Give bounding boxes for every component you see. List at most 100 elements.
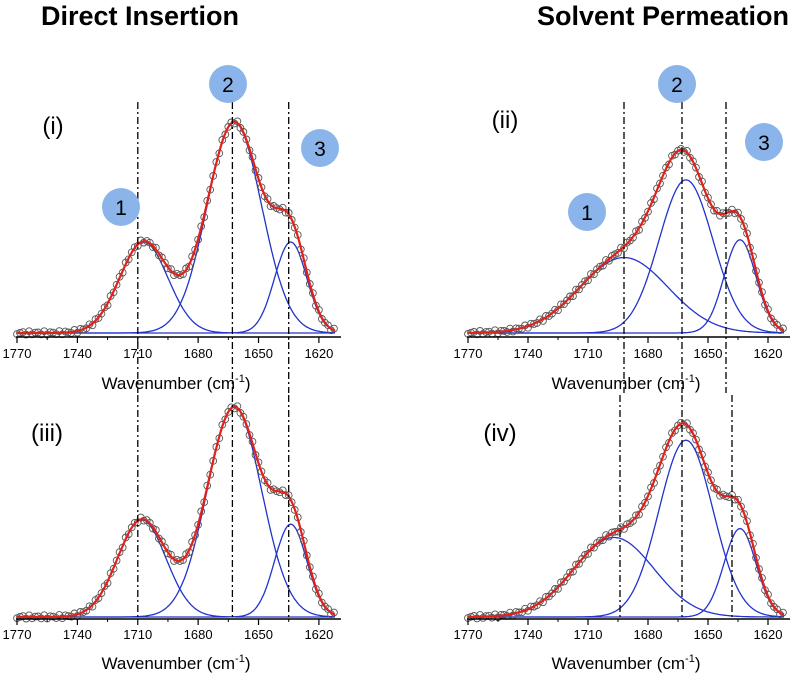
x-tick-label: 1770 — [454, 627, 483, 642]
component-badge-label: 2 — [671, 74, 683, 97]
component-curve-3 — [468, 239, 785, 334]
panel-4: 1770 1740 1710 1680 1650 1620 Wavenumber (cm-1… — [454, 395, 790, 673]
data-point — [167, 550, 175, 559]
x-tick-label: 1710 — [123, 627, 152, 642]
x-tick-label: 1740 — [63, 346, 92, 361]
component-curve-2 — [17, 406, 336, 618]
panel-1: 1770 1740 1710 1680 1650 1620 Wavenumber (cm-1… — [3, 65, 341, 393]
x-tick-label: 1650 — [694, 346, 723, 361]
x-tick-label: 1680 — [634, 346, 663, 361]
component-curve-3 — [17, 523, 336, 618]
panel-label: (iii) — [31, 420, 63, 447]
data-point — [731, 495, 739, 504]
data-point — [158, 537, 166, 546]
panel-label: (i) — [42, 113, 63, 140]
data-point — [689, 429, 697, 437]
data-point — [587, 270, 595, 278]
data-point — [689, 157, 697, 166]
x-tick-label: 1650 — [244, 627, 273, 642]
data-point — [130, 518, 139, 527]
right-column-title: Solvent Permeation — [537, 1, 789, 31]
component-badge-2 — [658, 65, 696, 103]
panel-label: (ii) — [492, 107, 519, 134]
data-point — [566, 568, 574, 577]
component-badge-3 — [301, 129, 339, 167]
data-point — [257, 467, 266, 476]
x-tick-label: 1680 — [184, 346, 213, 361]
component-badge-label: 1 — [115, 197, 127, 220]
data-point — [692, 163, 700, 172]
data-point — [554, 585, 562, 593]
component-badge-label: 3 — [314, 138, 326, 161]
data-point — [584, 276, 592, 285]
panel-label: (iv) — [483, 420, 516, 447]
data-point — [97, 309, 106, 318]
x-tick-label: 1680 — [634, 627, 663, 642]
component-curve-1 — [467, 256, 784, 334]
component-curve-2 — [468, 179, 784, 334]
x-axis-label: Wavenumber (cm-1) — [102, 653, 251, 673]
data-point — [584, 550, 592, 558]
data-point — [551, 305, 559, 314]
data-point — [659, 171, 667, 180]
x-tick-label: 1770 — [3, 346, 32, 361]
x-axis-label: Wavenumber (cm-1) — [552, 653, 701, 673]
x-tick-label: 1620 — [304, 627, 333, 642]
data-point — [566, 292, 574, 301]
x-tick-label: 1740 — [63, 627, 92, 642]
data-point — [611, 527, 619, 536]
data-point — [641, 214, 649, 222]
component-curve-2 — [468, 439, 785, 618]
data-point — [557, 578, 565, 587]
x-axis-label: Wavenumber (cm-1) — [102, 373, 251, 393]
data-point — [707, 476, 715, 485]
data-point — [581, 277, 589, 286]
x-tick-label: 1710 — [574, 627, 603, 642]
x-tick-label: 1620 — [304, 346, 333, 361]
fit-curve — [468, 422, 785, 619]
x-tick-label: 1710 — [574, 346, 603, 361]
x-tick-label: 1650 — [244, 346, 273, 361]
panel-2: 1770 1740 1710 1680 1650 1620 Wavenumber (cm-1… — [454, 65, 790, 393]
data-point — [632, 511, 640, 520]
x-tick-label: 1740 — [514, 346, 543, 361]
data-point — [734, 495, 742, 504]
x-axis-label: Wavenumber (cm-1) — [552, 373, 701, 393]
x-tick-label: 1620 — [754, 627, 783, 642]
fit-curve — [467, 148, 785, 334]
data-point — [629, 233, 637, 242]
left-column-title: Direct Insertion — [41, 1, 239, 31]
panel-3: 1770 1740 1710 1680 1650 1620 Wavenumber (cm-1… — [3, 395, 341, 673]
data-point — [569, 292, 577, 300]
data-point — [572, 285, 580, 294]
data-point — [112, 280, 121, 289]
x-tick-label: 1650 — [694, 627, 723, 642]
data-point — [596, 536, 604, 545]
data-point — [164, 264, 172, 273]
experimental-series — [464, 418, 787, 623]
x-tick-label: 1770 — [3, 627, 32, 642]
data-point — [659, 452, 667, 461]
data-point — [161, 543, 169, 552]
data-point — [551, 585, 559, 593]
component-curve-3 — [17, 241, 336, 334]
component-badge-label: 3 — [758, 132, 770, 155]
data-point — [167, 265, 175, 273]
component-badge-3 — [745, 123, 783, 161]
spectra-panels: 1770 1740 1710 1680 1650 1620 Wavenumber (cm-1… — [3, 65, 790, 673]
data-point — [287, 216, 296, 224]
fit-curve — [17, 120, 336, 335]
component-badge-1 — [102, 188, 140, 226]
data-point — [239, 412, 248, 421]
component-badge-2 — [209, 65, 247, 103]
component-badge-label: 1 — [581, 202, 593, 225]
component-badge-label: 2 — [222, 74, 234, 97]
data-point — [149, 243, 157, 252]
data-point — [737, 502, 745, 511]
data-point — [644, 207, 652, 216]
data-point — [85, 602, 94, 611]
data-point — [737, 215, 745, 223]
x-tick-label: 1620 — [754, 346, 783, 361]
x-tick-label: 1710 — [123, 346, 152, 361]
